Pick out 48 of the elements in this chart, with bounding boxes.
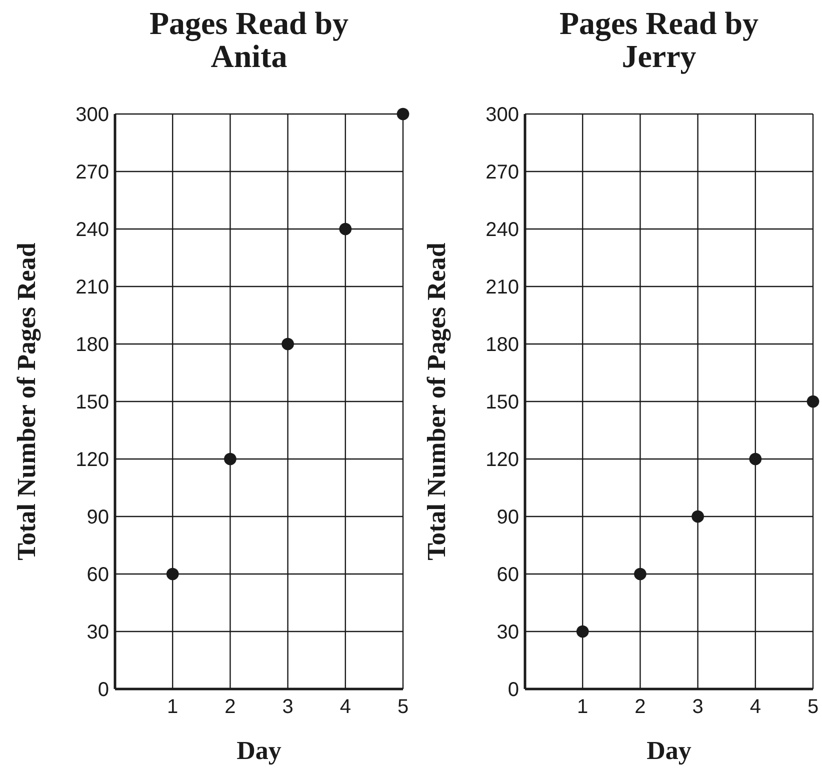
- y-tick-label: 120: [486, 449, 519, 471]
- point: [396, 108, 410, 120]
- y-tick-label: 270: [486, 162, 519, 184]
- y-axis-title: Total Number of Pages Read: [12, 242, 41, 560]
- point: [806, 395, 820, 408]
- y-tick-label: 90: [86, 506, 109, 528]
- x-tick-label: 3: [282, 696, 294, 718]
- y-tick-label: 90: [496, 506, 519, 528]
- x-tick-label: 4: [340, 696, 351, 718]
- chart-title: Pages Read by Anita: [149, 5, 349, 74]
- x-tick-label: 4: [750, 696, 761, 718]
- y-tick-label: 120: [76, 449, 109, 471]
- y-tick-label: 150: [76, 392, 109, 414]
- point: [749, 452, 762, 466]
- y-tick-label: 0: [98, 679, 109, 701]
- x-axis-title: Day: [236, 736, 282, 765]
- point: [282, 338, 294, 350]
- chart-title: Pages Read by Jerry: [559, 5, 759, 74]
- x-tick-label: 5: [807, 696, 819, 718]
- x-tick-label: 3: [692, 696, 704, 718]
- y-tick-label: 30: [496, 622, 519, 644]
- y-tick-label: 300: [486, 104, 519, 126]
- point: [339, 222, 352, 236]
- x-tick-label: 2: [634, 696, 646, 718]
- point: [166, 568, 179, 580]
- y-axis-title: Total Number of Pages Read: [422, 242, 451, 560]
- point: [634, 568, 646, 580]
- point: [576, 625, 589, 638]
- y-tick-label: 150: [486, 392, 519, 414]
- y-tick-label: 180: [486, 334, 519, 356]
- point: [224, 452, 236, 466]
- y-tick-label: 180: [76, 334, 109, 356]
- x-tick-label: 5: [397, 696, 409, 718]
- y-tick-label: 60: [86, 564, 109, 586]
- y-tick-label: 0: [508, 679, 519, 701]
- y-tick-label: 240: [76, 219, 109, 241]
- point: [692, 510, 704, 523]
- x-tick-label: 1: [167, 696, 178, 718]
- x-axis-title: Day: [646, 736, 692, 765]
- y-tick-label: 240: [486, 219, 519, 241]
- x-tick-label: 1: [577, 696, 588, 718]
- x-tick-label: 2: [224, 696, 236, 718]
- y-tick-label: 270: [76, 162, 109, 184]
- y-tick-label: 30: [86, 622, 109, 644]
- y-tick-label: 300: [76, 104, 109, 126]
- y-tick-label: 60: [496, 564, 519, 586]
- y-tick-label: 210: [76, 276, 109, 298]
- y-tick-label: 210: [486, 276, 519, 298]
